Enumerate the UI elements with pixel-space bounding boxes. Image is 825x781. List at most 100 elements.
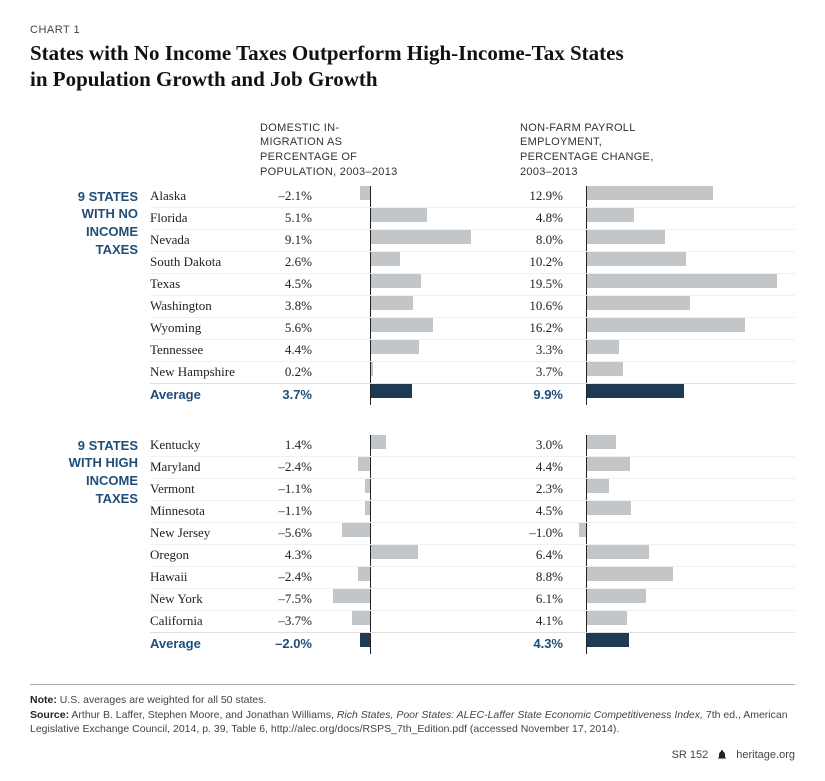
data-row: Wyoming5.6% 16.2% bbox=[150, 317, 795, 339]
data-row: Tennessee4.4% 3.3% bbox=[150, 339, 795, 361]
value-col1: 0.2% bbox=[260, 364, 320, 380]
data-row: New Jersey–5.6% –1.0% bbox=[150, 522, 795, 544]
value-col2: –1.0% bbox=[511, 525, 571, 541]
source-text-1: Arthur B. Laffer, Stephen Moore, and Jon… bbox=[69, 709, 337, 721]
state-name: Florida bbox=[150, 210, 260, 226]
group-label: 9 STATESWITH NOINCOMETAXES bbox=[30, 186, 150, 405]
data-row: New York–7.5% 6.1% bbox=[150, 588, 795, 610]
data-row: Minnesota–1.1% 4.5% bbox=[150, 500, 795, 522]
value-col2: 8.8% bbox=[511, 569, 571, 585]
value-col1: 4.5% bbox=[260, 276, 320, 292]
group-block: 9 STATESWITH NOINCOMETAXESAlaska–2.1% 12… bbox=[30, 186, 795, 405]
value-col2: 2.3% bbox=[511, 481, 571, 497]
note-text: U.S. averages are weighted for all 50 st… bbox=[57, 694, 267, 706]
state-name: Oregon bbox=[150, 547, 260, 563]
state-name: New Jersey bbox=[150, 525, 260, 541]
data-row: Hawaii–2.4% 8.8% bbox=[150, 566, 795, 588]
bar-cell bbox=[571, 186, 782, 207]
bar-cell bbox=[320, 611, 481, 632]
bar-cell bbox=[320, 589, 481, 610]
value-col2: 10.6% bbox=[511, 298, 571, 314]
bar-cell bbox=[320, 567, 481, 588]
source-label: Source: bbox=[30, 709, 69, 721]
bar-cell bbox=[571, 589, 782, 610]
bar-cell bbox=[320, 318, 481, 339]
bar-cell bbox=[571, 208, 782, 229]
value-col1: –1.1% bbox=[260, 503, 320, 519]
value-col2: 4.1% bbox=[511, 613, 571, 629]
bar-cell bbox=[320, 633, 481, 654]
bar-cell bbox=[571, 567, 782, 588]
footer-id: SR 152 bbox=[672, 749, 709, 761]
note-label: Note: bbox=[30, 694, 57, 706]
value-col2: 10.2% bbox=[511, 254, 571, 270]
group-label: 9 STATESWITH HIGHINCOMETAXES bbox=[30, 435, 150, 654]
bar-cell bbox=[320, 435, 481, 456]
value-col1: 4.3% bbox=[260, 547, 320, 563]
bell-icon bbox=[716, 749, 728, 761]
value-col2: 3.3% bbox=[511, 342, 571, 358]
value-col1: –7.5% bbox=[260, 591, 320, 607]
value-col2: 3.0% bbox=[511, 437, 571, 453]
state-name: Nevada bbox=[150, 232, 260, 248]
value-col1: 1.4% bbox=[260, 437, 320, 453]
bar-cell bbox=[571, 633, 782, 654]
value-col1: 5.1% bbox=[260, 210, 320, 226]
value-col2: 6.1% bbox=[511, 591, 571, 607]
bar-cell bbox=[320, 523, 481, 544]
col1-header: DOMESTIC IN-MIGRATION AS PERCENTAGE OF P… bbox=[260, 121, 400, 180]
footer: SR 152 heritage.org bbox=[30, 749, 795, 761]
bar-cell bbox=[571, 501, 782, 522]
data-row: New Hampshire0.2% 3.7% bbox=[150, 361, 795, 383]
value-col1: –2.0% bbox=[260, 636, 320, 651]
state-name: Vermont bbox=[150, 481, 260, 497]
state-name: New York bbox=[150, 591, 260, 607]
value-col1: –1.1% bbox=[260, 481, 320, 497]
title-line-1: States with No Income Taxes Outperform H… bbox=[30, 41, 624, 65]
value-col2: 6.4% bbox=[511, 547, 571, 563]
value-col1: 5.6% bbox=[260, 320, 320, 336]
data-row: Florida5.1% 4.8% bbox=[150, 207, 795, 229]
bar-cell bbox=[571, 545, 782, 566]
average-row: Average3.7% 9.9% bbox=[150, 383, 795, 405]
bar-cell bbox=[571, 340, 782, 361]
value-col1: –3.7% bbox=[260, 613, 320, 629]
state-name: Hawaii bbox=[150, 569, 260, 585]
rows-container: Kentucky1.4% 3.0% Maryland–2.4% 4.4% Ver… bbox=[150, 435, 795, 654]
data-row: Oregon4.3% 6.4% bbox=[150, 544, 795, 566]
col2-header: NON-FARM PAYROLL EMPLOYMENT, PERCENTAGE … bbox=[520, 121, 680, 180]
state-name: California bbox=[150, 613, 260, 629]
state-name: Tennessee bbox=[150, 342, 260, 358]
bar-cell bbox=[571, 611, 782, 632]
state-name: Texas bbox=[150, 276, 260, 292]
data-row: Nevada9.1% 8.0% bbox=[150, 229, 795, 251]
value-col1: –2.1% bbox=[260, 188, 320, 204]
bar-cell bbox=[320, 501, 481, 522]
value-col2: 4.5% bbox=[511, 503, 571, 519]
bar-cell bbox=[571, 384, 782, 405]
value-col1: 4.4% bbox=[260, 342, 320, 358]
value-col2: 8.0% bbox=[511, 232, 571, 248]
value-col2: 12.9% bbox=[511, 188, 571, 204]
state-name: Kentucky bbox=[150, 437, 260, 453]
value-col2: 4.4% bbox=[511, 459, 571, 475]
value-col1: 3.7% bbox=[260, 387, 320, 402]
footnotes: Note: U.S. averages are weighted for all… bbox=[30, 684, 795, 737]
data-row: Washington3.8% 10.6% bbox=[150, 295, 795, 317]
bar-cell bbox=[571, 296, 782, 317]
bar-cell bbox=[571, 457, 782, 478]
bar-cell bbox=[571, 230, 782, 251]
value-col2: 3.7% bbox=[511, 364, 571, 380]
title-line-2: in Population Growth and Job Growth bbox=[30, 67, 378, 91]
value-col1: –5.6% bbox=[260, 525, 320, 541]
state-name: New Hampshire bbox=[150, 364, 260, 380]
value-col2: 19.5% bbox=[511, 276, 571, 292]
bar-cell bbox=[571, 479, 782, 500]
rows-container: Alaska–2.1% 12.9% Florida5.1% 4.8% Nevad… bbox=[150, 186, 795, 405]
value-col2: 4.3% bbox=[511, 636, 571, 651]
data-row: Alaska–2.1% 12.9% bbox=[150, 186, 795, 207]
value-col1: –2.4% bbox=[260, 569, 320, 585]
state-name: Minnesota bbox=[150, 503, 260, 519]
data-row: Maryland–2.4% 4.4% bbox=[150, 456, 795, 478]
value-col1: 2.6% bbox=[260, 254, 320, 270]
